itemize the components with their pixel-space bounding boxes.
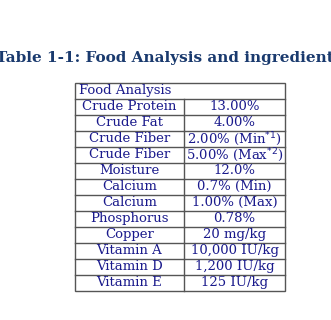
Text: 125 IU/kg: 125 IU/kg [201,276,268,290]
Text: Crude Protein: Crude Protein [82,100,177,113]
Text: Vitamin A: Vitamin A [97,244,162,257]
Text: 0.7% (Min): 0.7% (Min) [197,180,272,193]
Text: 1,200 IU/kg: 1,200 IU/kg [195,260,274,273]
Text: 10,000 IU/kg: 10,000 IU/kg [191,244,279,257]
Text: 4.00%: 4.00% [213,116,256,129]
Text: 13.00%: 13.00% [209,100,260,113]
Text: 2.00% (Min$^{*1}$): 2.00% (Min$^{*1}$) [187,130,282,148]
Text: Vitamin D: Vitamin D [96,260,163,273]
Text: Calcium: Calcium [102,196,157,209]
Text: Phosphorus: Phosphorus [90,212,169,225]
Text: Food Analysis: Food Analysis [78,84,171,97]
Text: Crude Fat: Crude Fat [96,116,163,129]
Text: Table 1-1: Food Analysis and ingredients: Table 1-1: Food Analysis and ingredients [0,51,331,65]
Text: 20 mg/kg: 20 mg/kg [203,228,266,241]
Text: Moisture: Moisture [99,164,160,177]
Text: 0.78%: 0.78% [213,212,256,225]
Text: 1.00% (Max): 1.00% (Max) [192,196,277,209]
Text: Vitamin E: Vitamin E [97,276,162,290]
Text: Calcium: Calcium [102,180,157,193]
Text: Copper: Copper [105,228,154,241]
Text: 5.00% (Max$^{*2}$): 5.00% (Max$^{*2}$) [186,146,283,164]
Text: Crude Fiber: Crude Fiber [89,132,170,145]
Text: Crude Fiber: Crude Fiber [89,148,170,161]
Text: 12.0%: 12.0% [213,164,256,177]
